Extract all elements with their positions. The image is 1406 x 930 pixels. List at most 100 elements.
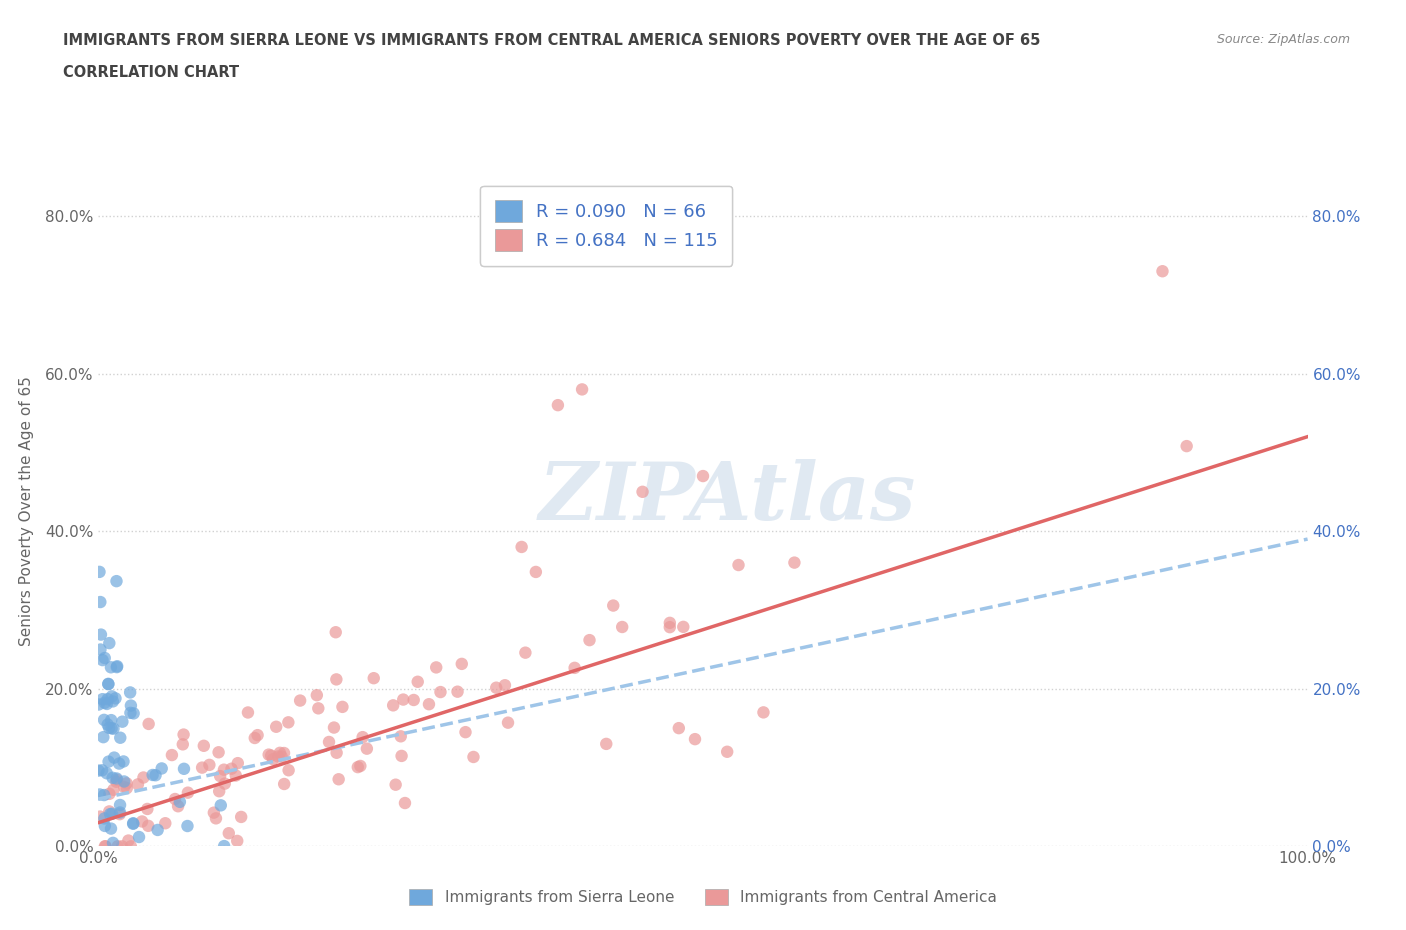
Point [382,698,405,712]
Text: IMMIGRANTS FROM SIERRA LEONE VS IMMIGRANTS FROM CENTRAL AMERICA SENIORS POVERTY : IMMIGRANTS FROM SIERRA LEONE VS IMMIGRAN… [63,33,1040,47]
Point [100,721,122,736]
Point [578,632,600,647]
Point [98,636,121,651]
Point [93,696,115,711]
Point [96,697,118,711]
Point [136,818,159,833]
Point [389,729,412,744]
Point [155,816,177,830]
Point [108,806,131,821]
Point [176,818,198,833]
Point [177,785,200,800]
Point [273,746,295,761]
Point [209,768,232,783]
Point [108,805,131,820]
Point [328,772,350,787]
Point [446,684,468,699]
Point [212,763,235,777]
Point [346,760,368,775]
Point [226,833,249,848]
Point [101,694,124,709]
Point [150,761,173,776]
Point [332,699,354,714]
Point [173,727,195,742]
Point [142,767,165,782]
Point [103,782,125,797]
Point [207,745,229,760]
Point [108,798,131,813]
Legend: Immigrants from Sierra Leone, Immigrants from Central America: Immigrants from Sierra Leone, Immigrants… [402,882,1004,913]
Point [98,804,121,818]
Point [425,660,447,675]
Point [672,619,695,634]
Point [89,787,111,802]
Point [323,720,346,735]
Point [612,619,634,634]
Text: ZIPAtlas: ZIPAtlas [538,459,915,537]
Point [101,770,124,785]
Point [89,809,111,824]
Point [325,625,347,640]
Point [202,805,225,820]
Point [97,754,120,769]
Point [716,744,738,759]
Point [262,751,284,766]
Point [524,565,547,579]
Point [165,791,187,806]
Point [783,555,806,570]
Point [288,693,311,708]
Point [683,732,706,747]
Point [307,701,329,716]
Point [98,806,121,821]
Point [692,469,714,484]
Point [127,777,149,791]
Point [136,802,159,817]
Point [91,763,114,777]
Point [103,751,125,765]
Point [515,645,537,660]
Point [214,777,236,791]
Point [384,777,406,792]
Point [93,788,115,803]
Point [94,839,117,854]
Point [101,835,124,850]
Point [87,698,110,712]
Point [349,759,371,774]
Point [205,811,228,826]
Point [132,770,155,785]
Point [727,558,749,573]
Point [752,705,775,720]
Point [225,768,247,783]
Point [89,642,111,657]
Point [418,697,440,711]
Point [402,693,425,708]
Point [91,692,114,707]
Point [103,721,125,736]
Point [90,627,112,642]
Point [510,539,533,554]
Point [172,737,194,751]
Point [146,822,169,837]
Point [212,839,235,854]
Point [209,798,232,813]
Point [89,594,111,609]
Point [595,737,617,751]
Point [131,814,153,829]
Point [236,705,259,720]
Point [392,692,415,707]
Point [97,692,120,707]
Point [112,754,135,769]
Point [363,671,385,685]
Point [105,775,128,790]
Point [269,745,291,760]
Point [138,716,160,731]
Point [115,780,138,795]
Point [122,817,145,831]
Point [105,658,128,673]
Point [100,821,122,836]
Point [115,776,138,790]
Point [658,616,681,631]
Point [231,809,253,824]
Point [429,684,451,699]
Point [658,619,681,634]
